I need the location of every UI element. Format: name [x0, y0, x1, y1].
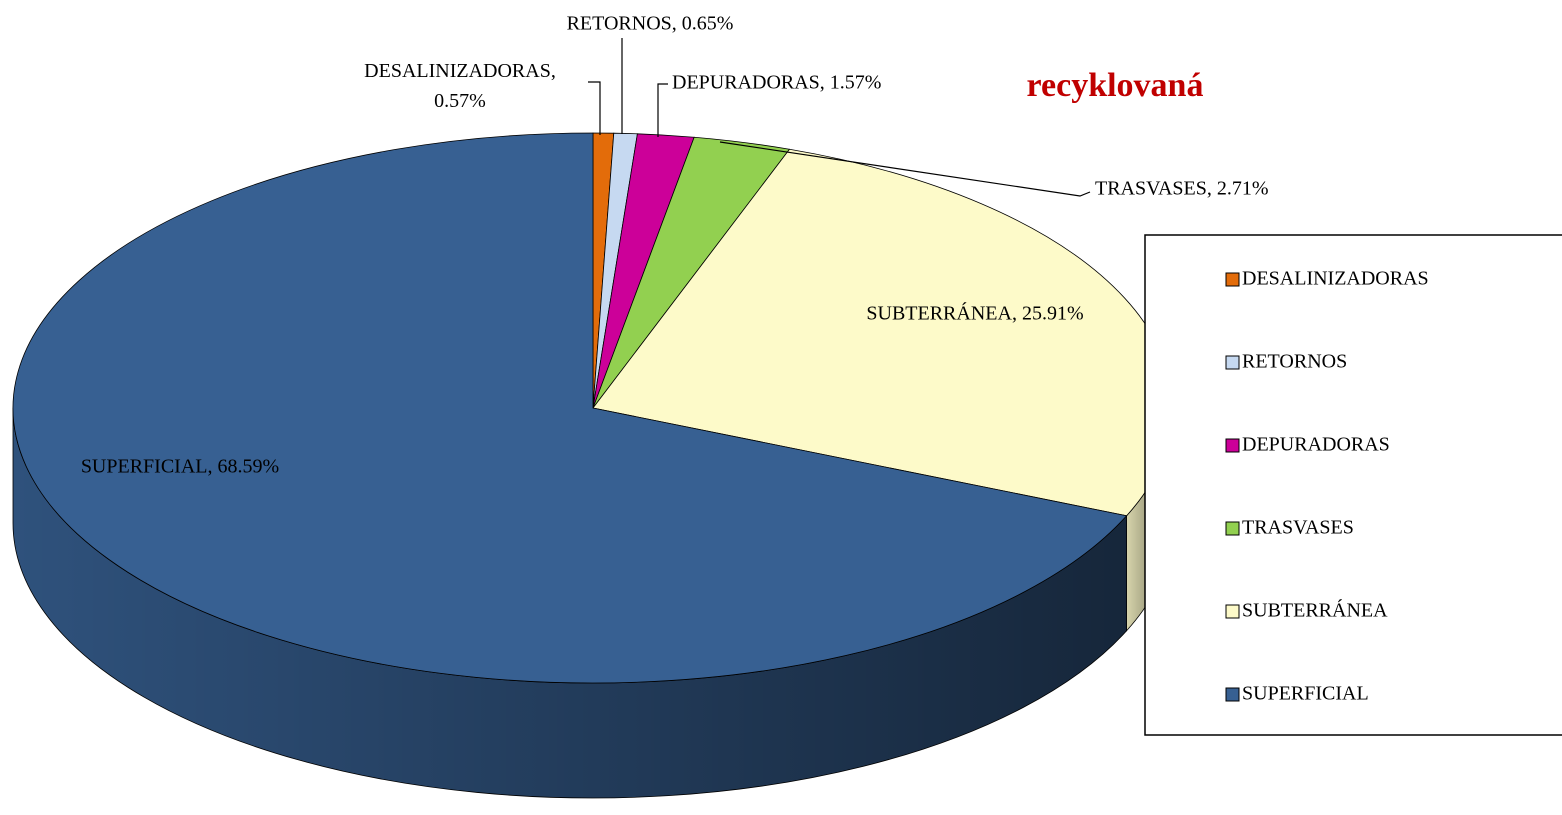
- slice-side-shade: [13, 408, 1127, 799]
- legend-swatch: [1225, 272, 1240, 287]
- legend-label: DEPURADORAS: [1242, 434, 1390, 456]
- data-label: RETORNOS, 0.65%: [567, 13, 734, 35]
- data-label: SUBTERRÁNEA, 25.91%: [866, 302, 1083, 325]
- leader-line: [719, 141, 1091, 197]
- legend-swatch: [1225, 687, 1240, 702]
- legend-swatch: [1225, 521, 1240, 536]
- leader-line: [588, 81, 601, 135]
- legend-box: [1144, 234, 1562, 736]
- legend-label: SUPERFICIAL: [1242, 683, 1369, 705]
- legend-label: DESALINIZADORAS: [1242, 268, 1429, 290]
- data-label: TRASVASES, 2.71%: [1095, 178, 1269, 200]
- pie-tops: [12, 132, 1174, 684]
- leader-line: [657, 83, 668, 137]
- legend-swatch: [1225, 604, 1240, 619]
- data-label: DEPURADORAS, 1.57%: [672, 72, 881, 94]
- slice: [12, 132, 1128, 684]
- data-label: SUPERFICIAL, 68.59%: [81, 456, 279, 478]
- legend-swatch: [1225, 438, 1240, 453]
- data-label: DESALINIZADORAS, 0.57%: [364, 60, 556, 112]
- legend-label: SUBTERRÁNEA: [1242, 599, 1388, 622]
- annotation: recyklovaná: [1027, 67, 1204, 104]
- legend-swatch: [1225, 355, 1240, 370]
- legend-label: RETORNOS: [1242, 351, 1347, 373]
- legend-label: TRASVASES: [1242, 517, 1354, 539]
